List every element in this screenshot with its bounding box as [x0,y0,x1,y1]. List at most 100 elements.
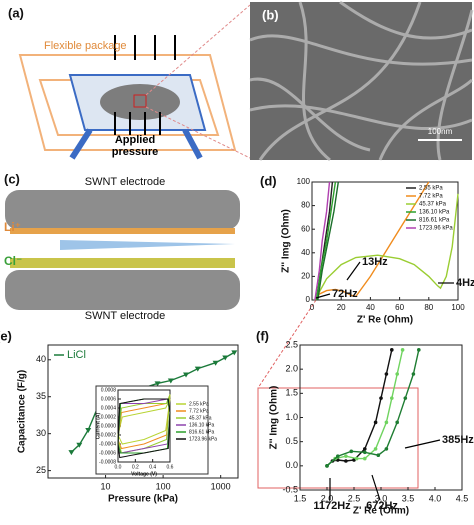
series-line [326,349,393,467]
legend-label: 45.37 kPa [419,202,447,208]
y-tick-label: -0.0004 [99,441,116,447]
zoom-line [145,4,251,96]
y-tick-label: 80 [301,201,310,210]
marker [344,459,348,463]
legend-label: 2.55 kPa [189,401,209,407]
legend-label: LiCl [67,349,86,361]
marker [154,381,161,387]
marker [373,447,378,451]
panel-a: (a) Flexible package Applied pressure [8,4,251,160]
package-label: Flexible package [44,40,127,52]
annotation: 4Hz [456,277,474,289]
pressure-arrows [114,35,176,135]
y-tick-label: 0.0004 [101,405,117,411]
y-tick-label: 40 [301,248,310,257]
marker [384,420,389,425]
marker [183,372,190,378]
y-tick-label: 0 [306,295,311,304]
pressure-label: Applied pressure [111,134,159,158]
panel-c: (c) SWNT electrode SWNT electrode Li⁺ Cl… [4,171,240,322]
marker [411,372,416,376]
x-tick-label: 0.2 [132,464,139,470]
electrode-top [5,190,240,230]
marker [325,464,329,468]
y-tick-label: -0.0008 [99,459,116,465]
axes-frame [311,181,459,301]
x-tick-label: 100 [451,303,465,312]
panel-label: (c) [4,171,20,186]
y-tick-label: 1.5 [285,388,298,398]
marker [400,348,405,352]
ion-layer [10,228,235,234]
legend-label: 136.10 kPa [419,210,450,216]
annotation: 1172Hz [313,500,351,512]
marker [390,396,394,400]
marker [395,372,400,376]
panel-label: (b) [262,7,279,22]
anion-label: Cl⁻ [4,254,22,268]
x-tick-label: 3.0 [375,493,388,503]
annotation-arrow [404,439,441,449]
marker [417,348,421,352]
electrode-label: SWNT electrode [85,176,166,188]
marker [354,456,359,461]
y-tick-label: 0.0 [285,460,298,470]
y-tick-label: 0.0000 [101,423,117,429]
marker [76,442,83,448]
x-tick-label: 3.5 [402,493,415,503]
y-axis-label: Z'' Img (Ohm) [281,209,292,273]
series-line [117,398,171,459]
series-line [315,181,337,301]
cation-label: Li⁺ [4,220,21,234]
legend-label: 2.55 kPa [419,186,443,192]
x-tick-label: 4.0 [429,493,442,503]
x-tick-label: 10 [101,481,111,491]
legend-label: 45.37 kPa [189,415,212,421]
x-tick-label: 0.4 [149,464,156,470]
marker [336,458,340,462]
y-tick-label: -0.0006 [99,450,116,456]
nanotubes [249,0,474,162]
y-tick-label: 0.5 [285,436,298,446]
x-tick-label: 0.6 [167,464,174,470]
annotation: 13Hz [362,256,388,268]
y-tick-label: 25 [36,465,46,475]
x-tick-label: 0 [310,303,315,312]
panel-b: (b) 100nm [249,0,474,162]
y-tick-label: 40 [36,354,46,364]
x-tick-label: 0.0 [115,464,122,470]
marker [352,458,356,462]
marker [384,447,389,451]
marker [212,360,219,366]
x-axis-label: Pressure (kPa) [108,494,178,505]
x-axis-label: Voltage (V) [131,471,157,477]
electrode-label: SWNT electrode [85,310,166,322]
annotation-arrow [315,293,331,299]
annotation: 385Hz [442,434,474,446]
y-tick-label: 30 [36,428,46,438]
marker [231,350,238,356]
marker [376,453,381,458]
legend-label: 136.10 kPa [189,422,215,428]
x-tick-label: 2.0 [321,493,334,503]
marker [363,447,367,451]
x-tick-label: 40 [366,303,375,312]
marker [363,456,367,461]
marker [363,450,367,455]
y-tick-label: 35 [36,391,46,401]
y-tick-label: 0.0008 [101,387,117,393]
y-tick-label: -0.5 [282,484,298,494]
annotation: 72Hz [332,288,358,300]
annotation-arrow [346,261,361,281]
scale-label: 100nm [428,127,453,136]
ion-layer [10,258,235,268]
marker [373,420,378,425]
x-tick-label: 20 [337,303,346,312]
x-tick-label: 80 [424,303,433,312]
zoom-box [133,94,147,108]
y-axis-label: Capacitance (F/g) [17,370,28,453]
marker [85,427,92,433]
marker [222,355,229,361]
y-tick-label: 2.0 [285,364,298,374]
legend-label: 7.72 kPa [419,194,443,200]
